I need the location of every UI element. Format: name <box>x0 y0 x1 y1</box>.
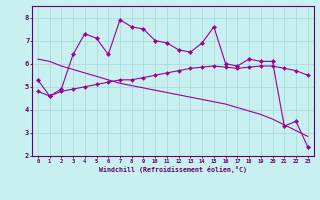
X-axis label: Windchill (Refroidissement éolien,°C): Windchill (Refroidissement éolien,°C) <box>99 166 247 173</box>
